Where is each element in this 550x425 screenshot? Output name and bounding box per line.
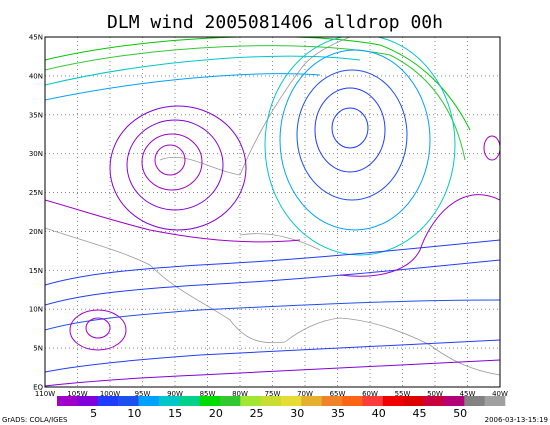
streamline (45, 339, 500, 373)
streamline (45, 239, 500, 286)
colorbar-swatch (321, 396, 343, 406)
colorbar-swatch (260, 396, 282, 406)
tick-labels: 110W 105W 100W 95W 90W 85W 80W 75W 70W 65W 60W 55W 5… (29, 34, 508, 399)
colorbar-label: 10 (127, 407, 141, 420)
colorbar-swatch (484, 396, 506, 406)
streamline (85, 317, 111, 339)
streamline (109, 105, 247, 231)
colorbar-label: 50 (453, 407, 467, 420)
colorbar-label: 30 (290, 407, 304, 420)
lon-label: 60W (362, 390, 378, 398)
streamline (45, 199, 301, 243)
streamline (141, 133, 203, 191)
colorbar-swatch (301, 396, 323, 406)
coastline (239, 233, 321, 251)
colorbar-swatch (199, 396, 221, 406)
streamline (339, 194, 500, 277)
colorbar-swatch (97, 396, 119, 406)
colorbar-swatch (423, 396, 445, 406)
colorbar-swatch (179, 396, 200, 406)
streamlines (45, 37, 500, 387)
colorbar-swatch (118, 396, 139, 406)
colorbar-swatch (443, 396, 465, 406)
streamline (45, 73, 321, 101)
lon-label: 105W (67, 390, 87, 398)
colorbar-label: 25 (250, 407, 264, 420)
lat-label: EQ (33, 384, 43, 392)
streamline (483, 135, 500, 161)
lon-label: 95W (135, 390, 151, 398)
lat-label: 20N (29, 228, 43, 236)
lon-label: 100W (100, 390, 120, 398)
colorbar-swatch (219, 396, 241, 406)
colorbar-label: 35 (331, 407, 345, 420)
lat-label: 5N (33, 345, 43, 353)
lon-label: 80W (232, 390, 248, 398)
streamline (45, 359, 500, 387)
streamline (45, 37, 471, 131)
lat-label: 40N (29, 72, 43, 80)
streamline (264, 37, 456, 256)
colorbar-swatch (464, 396, 485, 406)
lon-label: 90W (167, 390, 183, 398)
streamline (154, 144, 186, 176)
lon-label: 50W (427, 390, 443, 398)
colorbar-swatch (382, 396, 404, 406)
colorbar-swatch (362, 396, 384, 406)
footer-left: GrADS: COLA/IGES (2, 416, 68, 424)
streamline (126, 119, 224, 211)
lon-label: 40W (492, 390, 508, 398)
lat-label: 45N (29, 34, 43, 42)
streamline (314, 87, 386, 173)
colorbar-label: 15 (168, 407, 182, 420)
lat-label: 25N (29, 189, 43, 197)
grid (45, 37, 500, 387)
colorbar-swatch (158, 396, 180, 406)
lon-label: 75W (265, 390, 281, 398)
lon-label: 65W (330, 390, 346, 398)
streamline (331, 107, 369, 149)
colorbar-swatch (138, 396, 160, 406)
footer-right: 2006-03-13-15:19 (485, 416, 548, 424)
lon-label: 55W (395, 390, 411, 398)
coastline (159, 37, 351, 176)
colorbar-swatch (77, 396, 99, 406)
lon-label: 110W (35, 390, 55, 398)
lon-label: 45W (460, 390, 476, 398)
lon-label: 85W (200, 390, 216, 398)
colorbar-swatch (342, 396, 363, 406)
colorbar-label: 45 (412, 407, 426, 420)
colorbar-swatch (57, 396, 78, 406)
streamline (279, 49, 431, 231)
title: DLM wind 2005081406 alldrop 00h (107, 12, 443, 33)
streamline (45, 45, 466, 161)
lon-label: 70W (297, 390, 313, 398)
colorbar-label: 40 (372, 407, 386, 420)
colorbar-swatch (403, 396, 424, 406)
streamline (69, 309, 127, 351)
lat-label: 15N (29, 267, 43, 275)
streamline (45, 259, 500, 306)
colorbar-swatch (281, 396, 302, 406)
streamline (296, 69, 408, 201)
map-frame (44, 36, 501, 388)
colorbar-label: 5 (90, 407, 97, 420)
coastline (45, 227, 500, 376)
lat-label: 35N (29, 111, 43, 119)
colorbar-swatch (240, 396, 261, 406)
lat-label: 10N (29, 306, 43, 314)
lat-label: 30N (29, 150, 43, 158)
colorbar-label: 20 (209, 407, 223, 420)
colorbar: 5 10 15 20 25 30 35 40 45 50 (57, 396, 506, 420)
